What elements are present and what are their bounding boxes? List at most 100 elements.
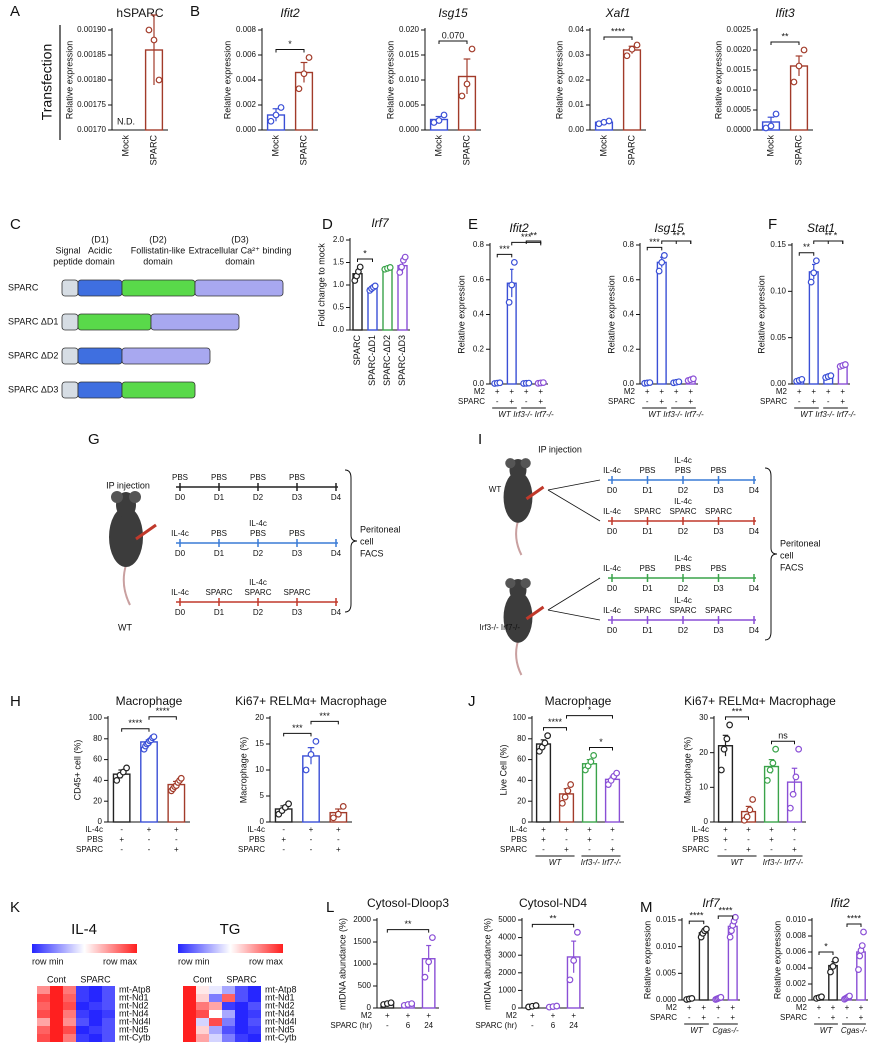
y-tick-label: 0.5	[333, 303, 345, 312]
event-label: PBS	[639, 466, 655, 475]
condition-name: M2	[796, 1003, 808, 1012]
significance-label: **	[549, 914, 557, 924]
heatmap-cell	[235, 1018, 248, 1026]
significance-label: **	[781, 31, 789, 41]
heatmap-cell	[209, 1034, 222, 1042]
significance-bracket	[275, 49, 305, 53]
condition-value: -	[827, 397, 830, 406]
heatmap-cell	[183, 1026, 196, 1034]
heatmap-cell	[50, 994, 63, 1002]
chart-title: Xaf1	[605, 6, 631, 20]
heatmap-cell	[196, 1018, 209, 1026]
x-tick-label: SPARC-ΔD2	[382, 335, 392, 386]
chart-title: Isg15	[438, 6, 468, 20]
data-point	[285, 800, 292, 808]
injection-label: IP injection	[106, 480, 150, 490]
y-tick-label: 1.0	[333, 280, 345, 289]
day-label: D2	[678, 486, 689, 495]
significance-label: ****	[611, 26, 626, 36]
heatmap-cell	[235, 1034, 248, 1042]
condition-value: +	[538, 387, 543, 396]
condition-value: +	[645, 387, 650, 396]
data-point	[307, 751, 315, 758]
data-point	[177, 774, 185, 782]
condition-value: -	[496, 397, 499, 406]
y-tick-label: 0.6	[623, 275, 635, 284]
domain-header: (D3)	[231, 234, 249, 244]
heatmap-cell	[63, 986, 76, 994]
condition-value: +	[688, 397, 693, 406]
construct-label: SPARC	[8, 282, 39, 292]
condition-value: +	[688, 387, 693, 396]
condition-value: +	[551, 1011, 556, 1020]
data-point	[827, 968, 834, 976]
significance-label: ****	[689, 910, 704, 920]
condition-name: SPARC	[608, 397, 635, 406]
day-label: D3	[713, 486, 724, 495]
data-point	[458, 92, 466, 100]
condition-name: M2	[624, 387, 636, 396]
heatmap-cell	[37, 994, 50, 1002]
y-tick-label: 0.008	[786, 931, 807, 940]
condition-value: +	[687, 1003, 692, 1012]
row-label: mt-Nd4l	[119, 1016, 151, 1026]
day-label: D4	[331, 493, 342, 502]
data-point	[832, 956, 839, 964]
condition-value: +	[426, 1011, 431, 1020]
condition-name: M2	[666, 1003, 678, 1012]
condition-value: +	[336, 825, 341, 834]
y-axis-label: Relative expression	[222, 41, 232, 120]
domain-block	[150, 313, 240, 331]
condition-value: +	[530, 1011, 535, 1020]
y-tick-label: 0.006	[786, 947, 807, 956]
data-point	[846, 992, 853, 1000]
heatmap-cell	[222, 986, 235, 994]
heatmap-cell	[37, 1026, 50, 1034]
panel-label: K	[10, 899, 20, 916]
data-point	[658, 258, 666, 266]
y-axis-label: Relative expression	[756, 275, 766, 354]
data-point	[841, 361, 849, 368]
heatmap-cell	[102, 986, 115, 994]
data-point	[675, 378, 683, 386]
heatmap-cell	[196, 1026, 209, 1034]
condition-value: -	[770, 845, 773, 854]
event-label: PBS	[675, 466, 691, 475]
condition-name: IL-4c	[691, 825, 709, 834]
heatmap-cell	[50, 1034, 63, 1042]
domain-block	[77, 279, 123, 297]
significance-label: *	[588, 705, 592, 715]
data-point	[398, 263, 406, 271]
data-point	[123, 764, 130, 772]
event-label: SPARC	[245, 588, 272, 597]
condition-value: -	[793, 835, 796, 844]
heatmap-cell	[50, 1026, 63, 1034]
significance-label: ***	[521, 232, 532, 242]
row-label: mt-Nd1	[265, 992, 295, 1002]
condition-value: +	[817, 1003, 822, 1012]
significance-label: 0.070	[442, 30, 465, 40]
condition-value: 6	[551, 1021, 556, 1030]
y-tick-label: 20	[699, 748, 708, 757]
data-point	[463, 80, 471, 88]
row-label: mt-Nd4	[119, 1008, 149, 1018]
condition-value: -	[818, 1013, 821, 1022]
condition-value: -	[675, 397, 678, 406]
condition-value: +	[587, 835, 592, 844]
data-point	[856, 952, 864, 960]
event-label: PBS	[289, 473, 305, 482]
mouse-tail	[515, 640, 523, 676]
x-tick-label: Mock	[765, 135, 775, 157]
y-tick-label: 0.004	[786, 963, 807, 972]
group-label: WT	[690, 1026, 704, 1035]
heatmap-cell	[222, 994, 235, 1002]
data-point	[660, 252, 668, 259]
y-tick-label: 0.01	[568, 100, 584, 109]
panel-label: C	[10, 216, 21, 233]
y-tick-label: 0.04	[568, 25, 584, 34]
heatmap-cell	[183, 1034, 196, 1042]
y-tick-label: 5000	[498, 915, 516, 924]
y-tick-label: 0	[98, 817, 103, 826]
